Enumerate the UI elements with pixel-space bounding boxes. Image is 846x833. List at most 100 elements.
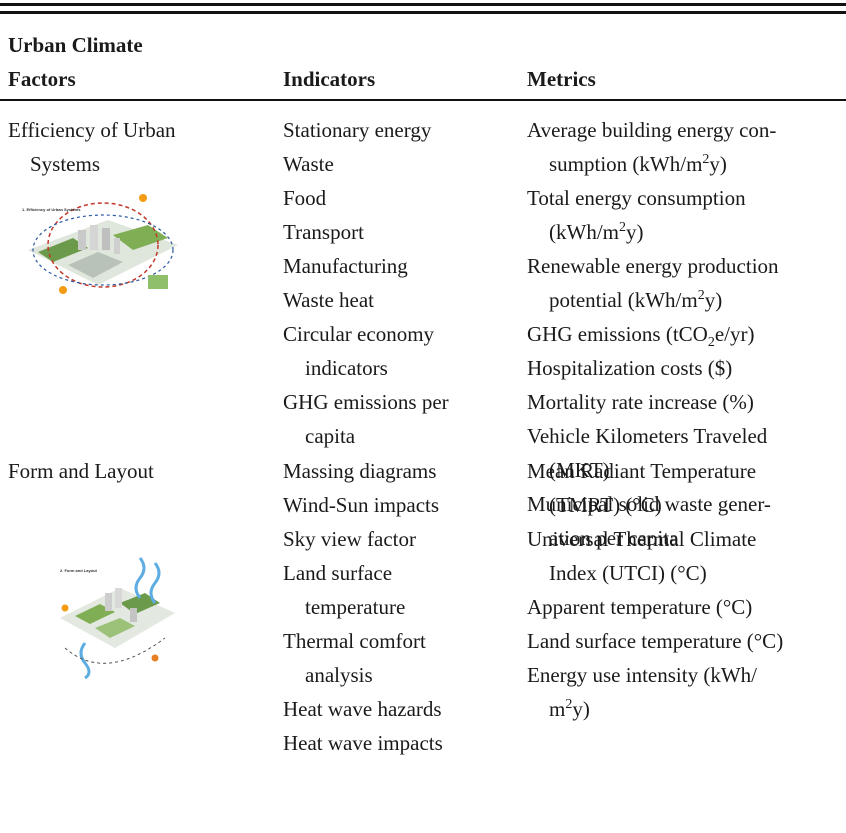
cell-line: Energy use intensity (kWh/ (527, 658, 783, 692)
text-run: Apparent temperature (°C) (527, 595, 752, 619)
cell-line: Index (UTCI) (°C) (527, 556, 783, 590)
text-run: Hospitalization costs ($) (527, 356, 732, 380)
text-run: indicators (305, 356, 388, 380)
cell-line: Land surface temperature (°C) (527, 624, 783, 658)
header-text: Urban Climate (8, 28, 143, 62)
image-label: 1. Efficiency of Urban Systems (22, 207, 80, 212)
cell-line: potential (kWh/m2y) (527, 283, 779, 317)
cell-line: GHG emissions (tCO2e/yr) (527, 317, 779, 351)
table-cell: Massing diagrams Wind-Sun impacts Sky view… (283, 454, 443, 760)
text-run: Massing diagrams (283, 459, 436, 483)
cell-line: Renewable energy production (527, 249, 779, 283)
superscript: 2 (619, 220, 626, 235)
cell-line: Apparent temperature (°C) (527, 590, 783, 624)
text-run: analysis (305, 663, 373, 687)
cell-line: Manufacturing (283, 249, 449, 283)
text-run: (kWh/m (549, 220, 619, 244)
text-run: Land surface (283, 561, 392, 585)
text-run: Energy use intensity (kWh/ (527, 663, 757, 687)
cell-line: (kWh/m2y) (527, 215, 779, 249)
cell-line: capita (283, 419, 449, 453)
cell-line: Sky view factor (283, 522, 443, 556)
text-run: Renewable energy production (527, 254, 779, 278)
table-cell: Form and Layout (8, 454, 154, 488)
header-cell: Indicators (283, 62, 375, 96)
cell-line: Vehicle Kilometers Traveled (527, 419, 779, 453)
cell-line: Form and Layout (8, 454, 154, 488)
text-run: Heat wave hazards (283, 697, 442, 721)
cell-line: Efficiency of Urban (8, 113, 176, 147)
cell-line: Food (283, 181, 449, 215)
text-run: Waste (283, 152, 334, 176)
text-run: capita (305, 424, 355, 448)
text-run: Vehicle Kilometers Traveled (527, 424, 767, 448)
cell-line: Universal Thermal Climate (527, 522, 783, 556)
text-run: Food (283, 186, 326, 210)
cell-line: Massing diagrams (283, 454, 443, 488)
cell-line: Waste heat (283, 283, 449, 317)
cell-line: Mortality rate increase (%) (527, 385, 779, 419)
text-run: Wind-Sun impacts (283, 493, 439, 517)
cell-line: Average building energy con- (527, 113, 779, 147)
text-run: Total energy consumption (527, 186, 746, 210)
cell-line: analysis (283, 658, 443, 692)
text-run: Thermal comfort (283, 629, 426, 653)
text-run: y) (705, 288, 723, 312)
cell-line: sumption (kWh/m2y) (527, 147, 779, 181)
cell-line: Hospitalization costs ($) (527, 351, 779, 385)
text-run: Universal Thermal Climate (527, 527, 756, 551)
text-run: GHG emissions per (283, 390, 449, 414)
text-run: Stationary energy (283, 118, 431, 142)
text-run: Index (UTCI) (°C) (549, 561, 707, 585)
cell-line: Heat wave impacts (283, 726, 443, 760)
header-cell: Metrics (527, 62, 596, 96)
cell-line: Transport (283, 215, 449, 249)
subscript: 2 (708, 335, 715, 350)
cell-line: Systems (8, 147, 176, 181)
image-label: 2. Form and Layout (60, 568, 97, 573)
header-text: Factors (8, 62, 143, 96)
text-run: Land surface temperature (°C) (527, 629, 783, 653)
text-run: Average building energy con- (527, 118, 776, 142)
text-run: Circular economy (283, 322, 434, 346)
superscript: 2 (698, 288, 705, 303)
text-run: potential (kWh/m (549, 288, 698, 312)
header-rule (0, 99, 846, 101)
cell-line: Stationary energy (283, 113, 449, 147)
cell-line: Land surface (283, 556, 443, 590)
page: {"table": { "header": { "factors": ["Urb… (0, 0, 846, 833)
cell-line: GHG emissions per (283, 385, 449, 419)
table-cell: Stationary energy Waste Food Transport Manuf… (283, 113, 449, 453)
cell-line: Waste (283, 147, 449, 181)
cell-line: (TMRT) (°C) (527, 488, 783, 522)
cell-line: temperature (283, 590, 443, 624)
text-run: y) (572, 697, 590, 721)
header-text: Indicators (283, 62, 375, 96)
text-run: Heat wave impacts (283, 731, 443, 755)
text-run: sumption (kWh/m (549, 152, 702, 176)
text-run: Sky view factor (283, 527, 416, 551)
cell-line: Mean Radiant Temperature (527, 454, 783, 488)
text-run: Manufacturing (283, 254, 408, 278)
top-rule (0, 11, 846, 14)
cell-line: Heat wave hazards (283, 692, 443, 726)
text-run: y) (709, 152, 727, 176)
table-cell: Efficiency of Urban Systems (8, 113, 176, 181)
text-run: (TMRT) (°C) (549, 493, 662, 517)
text-run: Mean Radiant Temperature (527, 459, 756, 483)
text-run: Mortality rate increase (%) (527, 390, 754, 414)
cell-line: Circular economy (283, 317, 449, 351)
header-cell: Urban Climate Factors (8, 28, 143, 96)
top-rule (0, 3, 846, 6)
text-run: m (549, 697, 565, 721)
table-cell: Mean Radiant Temperature (TMRT) (°C) Unive… (527, 454, 783, 726)
text-run: Transport (283, 220, 364, 244)
text-run: Form and Layout (8, 459, 154, 483)
cell-line: indicators (283, 351, 449, 385)
cell-line: Wind-Sun impacts (283, 488, 443, 522)
text-run: Efficiency of Urban (8, 118, 176, 142)
text-run: temperature (305, 595, 405, 619)
text-run: GHG emissions (tCO (527, 322, 708, 346)
cell-line: m2y) (527, 692, 783, 726)
cell-line: Total energy consumption (527, 181, 779, 215)
